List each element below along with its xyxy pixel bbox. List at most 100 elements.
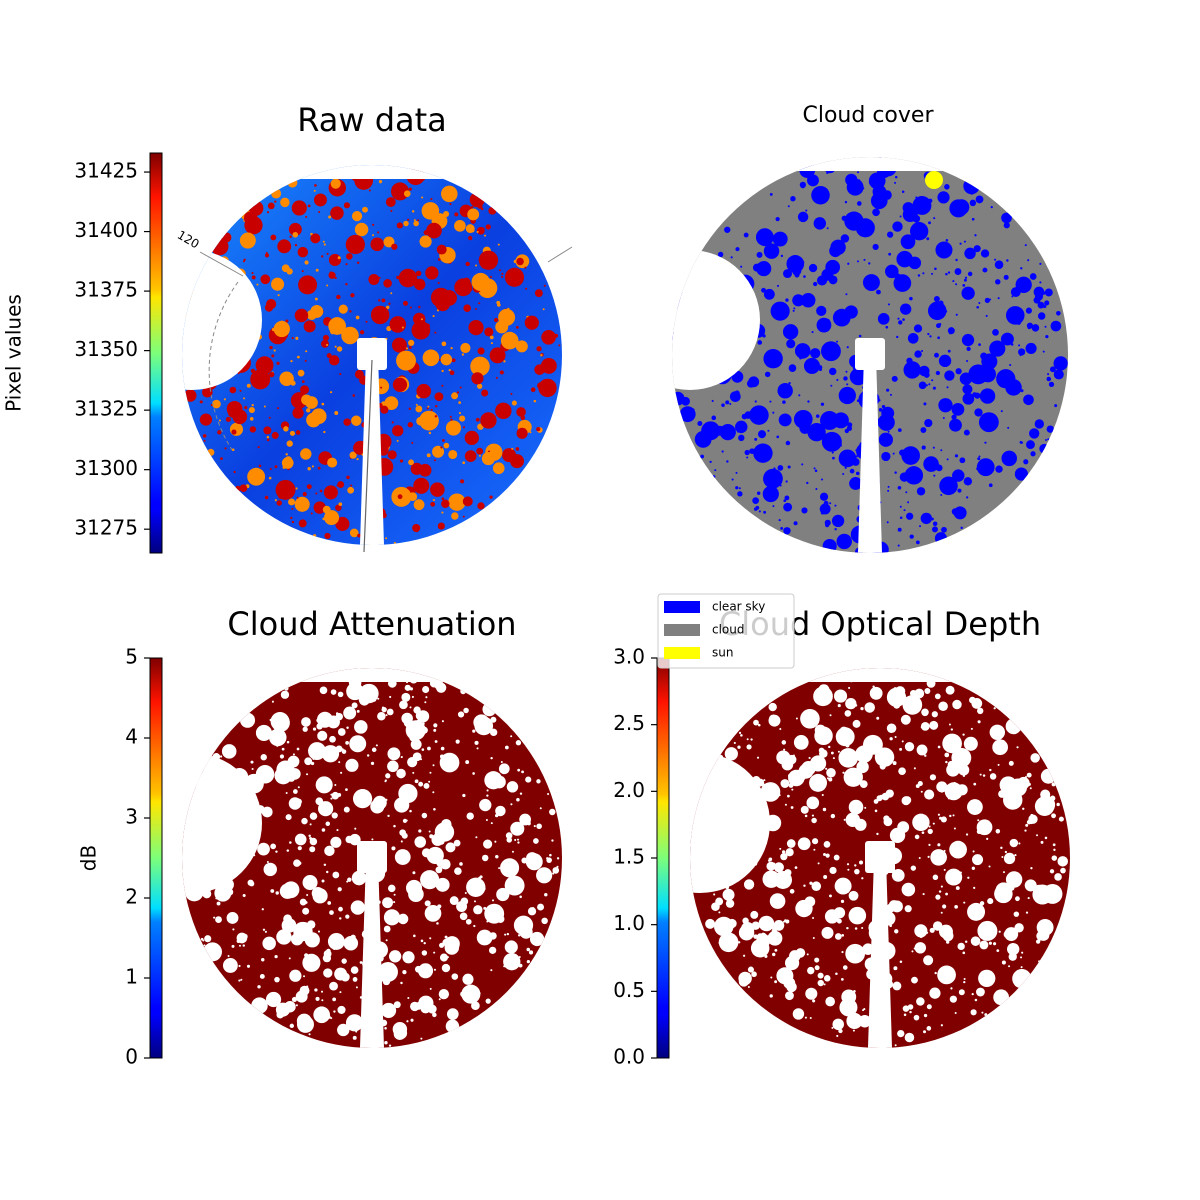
sky-feature [821, 478, 824, 481]
sky-feature [506, 932, 510, 936]
sky-feature [441, 341, 447, 347]
sky-feature [492, 462, 505, 475]
sky-feature [811, 185, 830, 205]
sky-feature [239, 232, 256, 249]
sky-feature [375, 744, 378, 747]
sky-feature [962, 384, 973, 395]
sky-feature [227, 955, 230, 958]
sky-feature [913, 324, 923, 333]
sky-feature [963, 477, 973, 486]
sky-feature [440, 353, 453, 366]
sky-feature [994, 884, 1013, 904]
sky-feature [427, 746, 431, 751]
sky-feature [315, 996, 320, 1001]
sky-feature [835, 972, 838, 976]
sky-feature [293, 859, 301, 867]
sky-feature [521, 770, 524, 774]
sky-feature [909, 1010, 912, 1014]
sky-feature [792, 754, 795, 757]
sky-feature [489, 335, 494, 340]
sky-feature [924, 789, 935, 800]
sky-feature [449, 415, 452, 418]
sky-feature [385, 537, 388, 540]
sky-feature [462, 515, 465, 518]
sky-feature [804, 814, 808, 818]
sky-feature [352, 789, 373, 809]
sky-feature [817, 862, 820, 865]
sky-feature [335, 745, 343, 753]
sky-feature [781, 415, 785, 419]
sky-feature [385, 773, 391, 779]
sky-feature [1021, 951, 1024, 954]
sky-feature [837, 704, 841, 708]
sky-feature [856, 760, 869, 774]
sky-feature [444, 935, 448, 939]
sky-feature [384, 913, 387, 916]
sky-feature [743, 879, 755, 890]
sky-feature [1024, 829, 1027, 832]
sky-feature [852, 1029, 855, 1032]
sky-feature [901, 740, 904, 743]
sky-feature [987, 898, 994, 905]
sky-feature [1018, 348, 1026, 356]
sky-feature [423, 469, 426, 472]
sky-feature [455, 739, 460, 744]
sky-feature [424, 900, 431, 907]
sky-feature [889, 737, 893, 741]
sky-feature [1033, 884, 1046, 897]
sky-feature [407, 996, 410, 1000]
sky-feature [760, 782, 781, 802]
sky-feature [1037, 312, 1046, 320]
sky-feature [756, 756, 760, 759]
sky-feature [449, 896, 459, 906]
sky-feature [430, 408, 433, 412]
sky-feature [556, 865, 559, 868]
sky-feature [942, 904, 947, 909]
sky-feature [855, 374, 858, 378]
sky-feature [422, 349, 440, 367]
sky-feature [370, 799, 385, 814]
sky-feature [962, 283, 966, 287]
sky-feature [409, 306, 412, 309]
sky-feature [307, 204, 311, 208]
sky-feature [947, 687, 950, 690]
sky-feature [491, 899, 495, 902]
sky-feature [711, 415, 717, 421]
legend-swatch [664, 647, 700, 659]
sky-feature [1037, 301, 1045, 309]
sky-feature [293, 789, 298, 794]
sky-feature [757, 933, 764, 940]
sky-feature [886, 521, 889, 524]
sky-feature [907, 332, 919, 344]
sky-feature [495, 376, 498, 379]
sky-feature [380, 405, 389, 414]
sky-feature [382, 897, 394, 909]
sky-feature [389, 316, 407, 333]
sky-feature [460, 688, 467, 695]
sky-feature [903, 796, 912, 804]
sky-feature [295, 430, 301, 435]
sky-feature [1044, 300, 1050, 306]
sky-feature [829, 244, 842, 258]
sky-feature [407, 218, 410, 221]
sky-feature [482, 227, 485, 230]
sky-feature [472, 772, 475, 775]
sky-feature [797, 837, 811, 851]
sky-feature [746, 738, 749, 741]
sky-feature [542, 308, 545, 311]
sky-feature [886, 454, 889, 457]
sky-feature [446, 1008, 459, 1020]
sky-feature [1011, 295, 1014, 298]
sky-feature [830, 384, 833, 387]
sky-feature [902, 202, 914, 214]
sky-feature [297, 786, 300, 789]
sky-feature [329, 735, 336, 743]
sky-feature [785, 480, 788, 483]
sky-feature [408, 345, 412, 349]
sky-feature [1029, 273, 1037, 280]
sky-feature [371, 747, 377, 753]
sky-feature [394, 849, 411, 865]
sky-feature [459, 912, 468, 921]
sky-feature [783, 748, 786, 751]
sky-feature [790, 196, 796, 202]
